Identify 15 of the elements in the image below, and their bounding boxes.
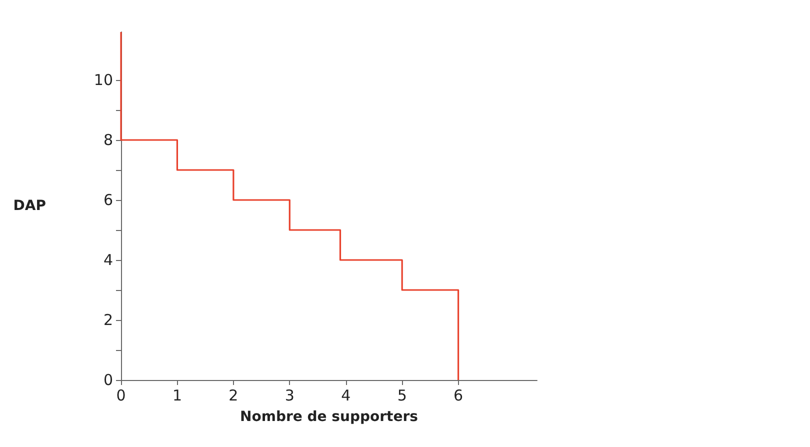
x-tick-label: 3	[284, 386, 294, 404]
x-tick-label: 0	[116, 386, 126, 404]
y-tick-label: 4	[103, 251, 113, 269]
x-tick-label: 4	[341, 386, 351, 404]
y-tick-label: 2	[103, 311, 113, 329]
x-tick-label: 6	[454, 386, 464, 404]
y-tick-label: 10	[94, 71, 113, 89]
x-tick-label: 5	[397, 386, 407, 404]
y-tick-label: 6	[103, 191, 113, 209]
y-axis-title: DAP	[13, 198, 46, 214]
x-tick-label: 2	[228, 386, 238, 404]
x-tick-label: 1	[172, 386, 182, 404]
y-tick-label: 8	[103, 131, 113, 149]
y-tick-label: 0	[103, 371, 113, 389]
x-axis-title: Nombre de supporters	[240, 409, 418, 425]
